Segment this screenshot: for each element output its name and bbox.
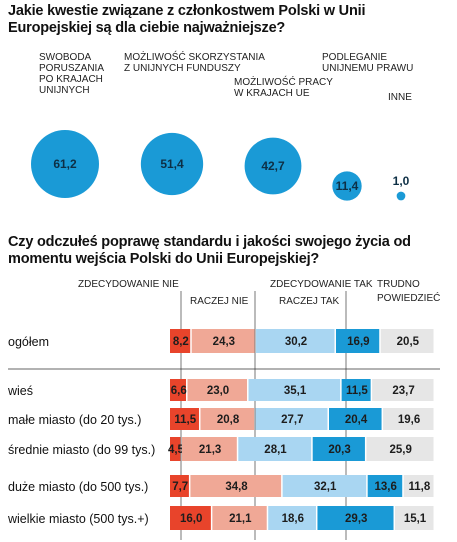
bubble-label-2-line-1: MOŻLIWOŚĆ SKORZYSTANIA bbox=[124, 50, 265, 63]
bar-row-4-value-2: 21,3 bbox=[199, 444, 221, 456]
bar-row-2-value-5: 23,7 bbox=[392, 385, 414, 397]
bar-row-5-value-1: 7,7 bbox=[172, 481, 188, 493]
bar-row-3-value-3: 27,7 bbox=[281, 414, 303, 426]
bar-row-6-segment-2 bbox=[212, 506, 267, 530]
bar-row-2-segment-3 bbox=[248, 379, 341, 401]
bar-row-2-value-1: 6,6 bbox=[171, 385, 187, 397]
bar-row-6-segment-1 bbox=[170, 506, 211, 530]
bubble-label-5-line-1: INNE bbox=[388, 92, 412, 103]
bar-row-3-value-2: 20,8 bbox=[217, 414, 240, 426]
row-label-5: duże miasto (do 500 tys.) bbox=[8, 480, 148, 494]
row-label-6: wielkie miasto (500 tys.+) bbox=[7, 512, 149, 526]
bar-row-1-value-1: 8,2 bbox=[173, 336, 189, 348]
bar-row-1-segment-1 bbox=[170, 329, 191, 353]
row-label-2: wieś bbox=[7, 384, 33, 398]
bar-row-6-value-5: 15,1 bbox=[404, 513, 427, 525]
bubble-5 bbox=[396, 191, 406, 201]
bar-row-2-value-4: 11,5 bbox=[346, 385, 368, 397]
bubble-2 bbox=[140, 132, 204, 196]
bar-row-2-value-2: 23,0 bbox=[207, 385, 229, 397]
bar-row-1-value-2: 24,3 bbox=[213, 336, 235, 348]
bar-row-5-segment-5 bbox=[403, 475, 434, 497]
bubble-value-5: 1,0 bbox=[393, 174, 410, 188]
bar-row-2-segment-1 bbox=[170, 379, 187, 401]
bubble-label-1-line-1: SWOBODA bbox=[39, 52, 92, 63]
bar-row-2-segment-2 bbox=[187, 379, 248, 401]
bubble-label-1-line-2: PORUSZANIA bbox=[39, 63, 104, 74]
bar-row-4-value-1: 4,5 bbox=[168, 444, 185, 456]
bar-row-6-value-1: 16,0 bbox=[180, 513, 202, 525]
bar-row-5-value-2: 34,8 bbox=[225, 481, 248, 493]
bubble-chart-title: Jakie kwestie związane z członkostwem Po… bbox=[8, 3, 366, 36]
bar-row-6-value-2: 21,1 bbox=[229, 513, 252, 525]
bubble-value-2: 51,4 bbox=[160, 157, 184, 171]
bubble-label-3-line-1: MOŻLIWOŚĆ PRACY bbox=[234, 75, 333, 88]
bubble-label-4-line-1: PODLEGANIE bbox=[322, 52, 387, 63]
bar-row-6-segment-5 bbox=[395, 506, 434, 530]
bubble-value-3: 42,7 bbox=[261, 159, 285, 173]
bar-row-3-segment-4 bbox=[329, 408, 382, 430]
bar-row-6-value-4: 29,3 bbox=[345, 513, 367, 525]
bar-row-6-segment-3 bbox=[268, 506, 316, 530]
row-label-1: ogółem bbox=[8, 335, 49, 349]
row-label-3: małe miasto (do 20 tys.) bbox=[8, 413, 141, 427]
bar-chart-title: Czy odczułeś poprawę standardu i jakości… bbox=[8, 234, 411, 267]
bar-row-5-value-3: 32,1 bbox=[314, 481, 337, 493]
bubble-label-1-line-3: PO KRAJACH bbox=[39, 74, 103, 85]
bar-row-4-segment-2 bbox=[181, 437, 237, 461]
bar-row-5-value-5: 11,8 bbox=[408, 481, 430, 493]
bubble-1 bbox=[31, 130, 99, 198]
bar-row-1-segment-4 bbox=[335, 329, 380, 353]
bar-row-5-segment-3 bbox=[282, 475, 367, 497]
bar-row-1-segment-2 bbox=[191, 329, 255, 353]
bubble-4 bbox=[332, 171, 362, 201]
bar-row-4-segment-5 bbox=[366, 437, 434, 461]
bar-row-4-value-4: 20,3 bbox=[328, 444, 350, 456]
bar-row-3-segment-1 bbox=[170, 408, 199, 430]
bar-row-4-segment-4 bbox=[312, 437, 365, 461]
bar-row-1-value-4: 16,9 bbox=[347, 336, 369, 348]
bar-row-2-segment-4 bbox=[341, 379, 371, 401]
bar-row-1-segment-3 bbox=[256, 329, 335, 353]
bar-row-3-segment-2 bbox=[200, 408, 255, 430]
bubble-label-2-line-2: Z UNIJNYCH FUNDUSZY bbox=[124, 63, 241, 74]
series-label-3: RACZEJ TAK bbox=[279, 296, 340, 307]
bubble-label-1-line-4: UNIJNYCH bbox=[39, 85, 90, 96]
bar-row-4-value-5: 25,9 bbox=[390, 444, 412, 456]
bubble-3 bbox=[244, 137, 302, 195]
bar-row-4-segment-1 bbox=[170, 437, 181, 461]
bubble-label-4-line-2: UNIJNEMU PRAWU bbox=[322, 63, 413, 74]
series-label-5-line-1: TRUDNO bbox=[377, 279, 420, 290]
series-label-1: ZDECYDOWANIE NIE bbox=[78, 279, 179, 290]
bar-row-3-value-1: 11,5 bbox=[174, 414, 196, 426]
bar-row-1-value-5: 20,5 bbox=[397, 336, 420, 348]
bar-row-5-value-4: 13,6 bbox=[375, 481, 397, 493]
bar-row-2-value-3: 35,1 bbox=[284, 385, 307, 397]
bar-row-3-value-4: 20,4 bbox=[345, 414, 368, 426]
bubble-value-4: 11,4 bbox=[336, 179, 359, 193]
series-label-2: RACZEJ NIE bbox=[190, 296, 249, 307]
bubble-label-3-line-2: W KRAJACH UE bbox=[234, 88, 310, 99]
bar-row-3-segment-3 bbox=[255, 408, 328, 430]
bar-row-5-segment-2 bbox=[190, 475, 282, 497]
series-label-4: ZDECYDOWANIE TAK bbox=[270, 279, 373, 290]
bar-row-5-segment-4 bbox=[367, 475, 403, 497]
bar-row-4-segment-3 bbox=[238, 437, 312, 461]
bar-row-2-segment-5 bbox=[372, 379, 434, 401]
bar-row-3-segment-5 bbox=[383, 408, 434, 430]
bar-row-6-segment-4 bbox=[317, 506, 394, 530]
bar-row-1-segment-5 bbox=[380, 329, 434, 353]
bar-row-3-value-5: 19,6 bbox=[398, 414, 420, 426]
bar-row-6-value-3: 18,6 bbox=[282, 513, 304, 525]
series-label-5-line-2: POWIEDZIEĆ bbox=[377, 291, 440, 304]
bubble-value-1: 61,2 bbox=[53, 157, 77, 171]
row-label-4: średnie miasto (do 99 tys.) bbox=[8, 443, 155, 457]
bar-row-5-segment-1 bbox=[170, 475, 189, 497]
bar-row-1-value-3: 30,2 bbox=[285, 336, 307, 348]
bar-row-4-value-3: 28,1 bbox=[264, 444, 287, 456]
